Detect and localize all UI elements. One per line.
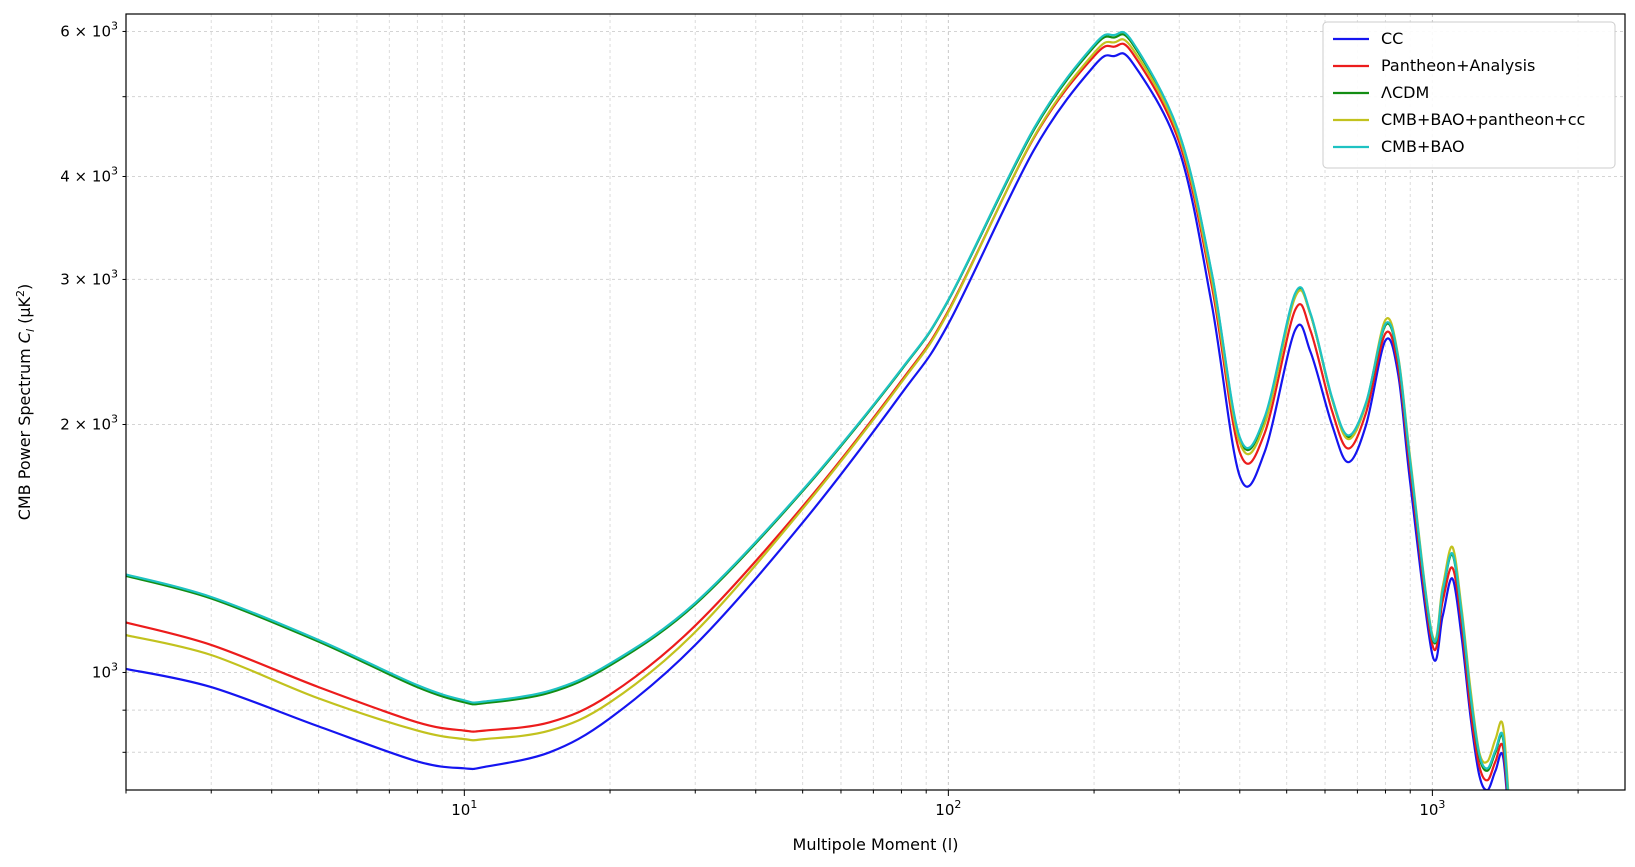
- y-tick-label: 4 × 103: [60, 165, 118, 186]
- legend-label: CMB+BAO+pantheon+cc: [1381, 110, 1585, 129]
- series-lines: [126, 30, 1510, 790]
- legend-label: Pantheon+Analysis: [1381, 56, 1535, 75]
- x-axis-label: Multipole Moment (l): [793, 835, 959, 854]
- legend-label: ΛCDM: [1381, 83, 1429, 102]
- y-tick-label: 2 × 103: [60, 412, 118, 433]
- axes: [125, 13, 1626, 791]
- legend-label: CMB+BAO: [1381, 137, 1465, 156]
- y-axis-label: CMB Power Spectrum Cl (μK2): [14, 284, 37, 521]
- y-tick-label: 3 × 103: [60, 267, 118, 288]
- y-tick-label: 6 × 103: [60, 19, 118, 40]
- legend: CC Pantheon+Analysis ΛCDM CMB+BAO+pantheon+…: [1322, 21, 1616, 169]
- legend-box: [1322, 21, 1616, 169]
- x-tick-label: 103: [1419, 798, 1445, 819]
- legend-label: CC: [1381, 29, 1403, 48]
- series-line-5: [126, 30, 1509, 790]
- series-line-2: [126, 42, 1509, 790]
- x-tick-label: 101: [451, 798, 477, 819]
- series-line-1: [126, 52, 1508, 790]
- series-line-4: [126, 38, 1510, 790]
- plot-frame: [125, 13, 1626, 791]
- y-tick-label: 103: [92, 660, 118, 681]
- tick-labels: 101 102 103 103 2 × 103 3 × 103 4 × 103 6 × 103: [60, 19, 1579, 819]
- x-tick-label: 102: [935, 798, 961, 819]
